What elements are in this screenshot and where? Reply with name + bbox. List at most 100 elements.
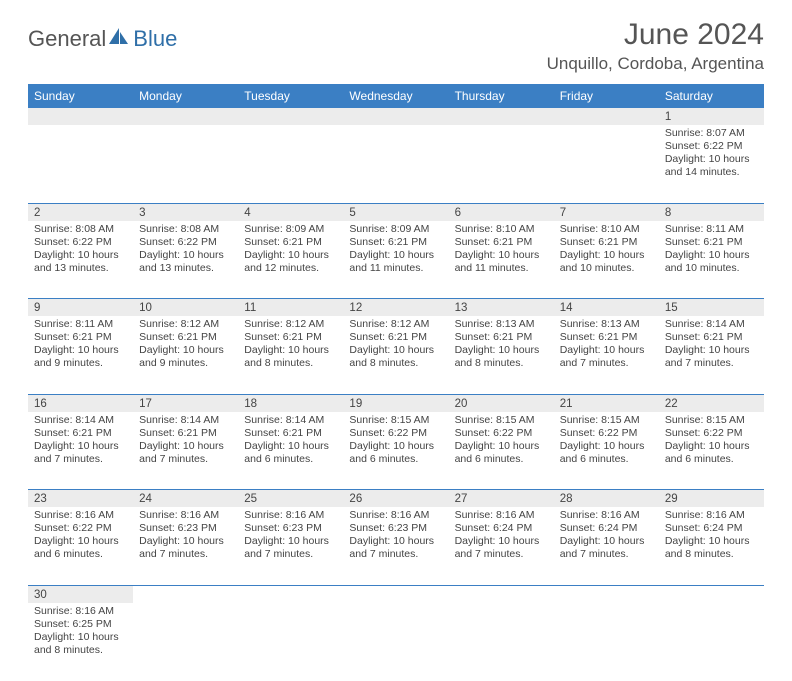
day-number-row: 1	[28, 108, 764, 125]
day-body-cell	[133, 125, 238, 203]
day-details: Sunrise: 8:12 AMSunset: 6:21 PMDaylight:…	[238, 316, 343, 375]
day-number-cell	[343, 585, 448, 603]
day-number-cell	[238, 585, 343, 603]
day-body-cell: Sunrise: 8:11 AMSunset: 6:21 PMDaylight:…	[659, 221, 764, 299]
day-body-cell: Sunrise: 8:16 AMSunset: 6:24 PMDaylight:…	[449, 507, 554, 585]
day-body-cell: Sunrise: 8:09 AMSunset: 6:21 PMDaylight:…	[343, 221, 448, 299]
day-details: Sunrise: 8:15 AMSunset: 6:22 PMDaylight:…	[343, 412, 448, 471]
logo-sail-icon	[109, 28, 129, 51]
day-body-cell: Sunrise: 8:10 AMSunset: 6:21 PMDaylight:…	[554, 221, 659, 299]
day-number-cell: 1	[659, 108, 764, 125]
day-number-cell	[554, 585, 659, 603]
day-body-cell	[238, 603, 343, 681]
day-body-cell	[238, 125, 343, 203]
day-body-row: Sunrise: 8:14 AMSunset: 6:21 PMDaylight:…	[28, 412, 764, 490]
day-body-cell: Sunrise: 8:15 AMSunset: 6:22 PMDaylight:…	[449, 412, 554, 490]
day-body-row: Sunrise: 8:07 AMSunset: 6:22 PMDaylight:…	[28, 125, 764, 203]
day-number-cell: 16	[28, 394, 133, 412]
day-details: Sunrise: 8:15 AMSunset: 6:22 PMDaylight:…	[554, 412, 659, 471]
day-body-cell: Sunrise: 8:16 AMSunset: 6:25 PMDaylight:…	[28, 603, 133, 681]
day-number-cell: 14	[554, 299, 659, 317]
day-number-cell: 2	[28, 203, 133, 221]
day-details: Sunrise: 8:13 AMSunset: 6:21 PMDaylight:…	[449, 316, 554, 375]
day-body-row: Sunrise: 8:16 AMSunset: 6:25 PMDaylight:…	[28, 603, 764, 681]
day-body-cell	[449, 603, 554, 681]
day-body-cell: Sunrise: 8:16 AMSunset: 6:23 PMDaylight:…	[238, 507, 343, 585]
day-body-cell: Sunrise: 8:14 AMSunset: 6:21 PMDaylight:…	[28, 412, 133, 490]
day-details: Sunrise: 8:07 AMSunset: 6:22 PMDaylight:…	[659, 125, 764, 184]
day-body-cell: Sunrise: 8:07 AMSunset: 6:22 PMDaylight:…	[659, 125, 764, 203]
day-number-row: 2345678	[28, 203, 764, 221]
day-number-cell: 11	[238, 299, 343, 317]
day-number-cell: 27	[449, 490, 554, 508]
day-details: Sunrise: 8:09 AMSunset: 6:21 PMDaylight:…	[343, 221, 448, 280]
day-body-cell: Sunrise: 8:15 AMSunset: 6:22 PMDaylight:…	[343, 412, 448, 490]
header: General Blue June 2024 Unquillo, Cordoba…	[28, 18, 764, 74]
day-number-cell	[449, 108, 554, 125]
logo-text-general: General	[28, 26, 106, 52]
day-number-row: 23242526272829	[28, 490, 764, 508]
day-number-cell: 30	[28, 585, 133, 603]
day-number-cell	[343, 108, 448, 125]
day-number-cell: 8	[659, 203, 764, 221]
day-number-cell: 7	[554, 203, 659, 221]
day-details: Sunrise: 8:16 AMSunset: 6:23 PMDaylight:…	[133, 507, 238, 566]
day-number-cell: 19	[343, 394, 448, 412]
day-details: Sunrise: 8:10 AMSunset: 6:21 PMDaylight:…	[554, 221, 659, 280]
day-number-cell: 20	[449, 394, 554, 412]
day-number-cell	[28, 108, 133, 125]
day-number-cell: 21	[554, 394, 659, 412]
day-number-cell: 22	[659, 394, 764, 412]
weekday-header: Thursday	[449, 84, 554, 108]
day-details: Sunrise: 8:14 AMSunset: 6:21 PMDaylight:…	[133, 412, 238, 471]
day-number-cell	[659, 585, 764, 603]
day-number-cell: 12	[343, 299, 448, 317]
day-body-row: Sunrise: 8:08 AMSunset: 6:22 PMDaylight:…	[28, 221, 764, 299]
day-body-cell: Sunrise: 8:14 AMSunset: 6:21 PMDaylight:…	[659, 316, 764, 394]
day-body-cell	[659, 603, 764, 681]
day-details: Sunrise: 8:15 AMSunset: 6:22 PMDaylight:…	[449, 412, 554, 471]
day-body-cell: Sunrise: 8:12 AMSunset: 6:21 PMDaylight:…	[343, 316, 448, 394]
day-number-cell	[554, 108, 659, 125]
day-body-cell: Sunrise: 8:12 AMSunset: 6:21 PMDaylight:…	[238, 316, 343, 394]
day-number-row: 16171819202122	[28, 394, 764, 412]
weekday-header: Friday	[554, 84, 659, 108]
day-body-cell: Sunrise: 8:08 AMSunset: 6:22 PMDaylight:…	[133, 221, 238, 299]
day-body-cell	[343, 603, 448, 681]
day-details: Sunrise: 8:09 AMSunset: 6:21 PMDaylight:…	[238, 221, 343, 280]
title-block: June 2024 Unquillo, Cordoba, Argentina	[547, 18, 764, 74]
day-details: Sunrise: 8:14 AMSunset: 6:21 PMDaylight:…	[238, 412, 343, 471]
day-details: Sunrise: 8:13 AMSunset: 6:21 PMDaylight:…	[554, 316, 659, 375]
day-number-cell	[238, 108, 343, 125]
day-details: Sunrise: 8:10 AMSunset: 6:21 PMDaylight:…	[449, 221, 554, 280]
day-body-cell: Sunrise: 8:13 AMSunset: 6:21 PMDaylight:…	[449, 316, 554, 394]
day-number-cell: 6	[449, 203, 554, 221]
day-number-cell	[449, 585, 554, 603]
day-details: Sunrise: 8:11 AMSunset: 6:21 PMDaylight:…	[28, 316, 133, 375]
day-details: Sunrise: 8:12 AMSunset: 6:21 PMDaylight:…	[133, 316, 238, 375]
day-body-cell: Sunrise: 8:08 AMSunset: 6:22 PMDaylight:…	[28, 221, 133, 299]
weekday-header: Monday	[133, 84, 238, 108]
logo-text-blue: Blue	[133, 26, 177, 52]
day-body-cell	[133, 603, 238, 681]
day-body-row: Sunrise: 8:16 AMSunset: 6:22 PMDaylight:…	[28, 507, 764, 585]
day-body-cell: Sunrise: 8:11 AMSunset: 6:21 PMDaylight:…	[28, 316, 133, 394]
day-details: Sunrise: 8:11 AMSunset: 6:21 PMDaylight:…	[659, 221, 764, 280]
day-number-cell: 13	[449, 299, 554, 317]
day-body-row: Sunrise: 8:11 AMSunset: 6:21 PMDaylight:…	[28, 316, 764, 394]
month-title: June 2024	[547, 18, 764, 52]
day-details: Sunrise: 8:08 AMSunset: 6:22 PMDaylight:…	[28, 221, 133, 280]
day-number-cell: 23	[28, 490, 133, 508]
day-number-cell: 5	[343, 203, 448, 221]
day-body-cell: Sunrise: 8:16 AMSunset: 6:22 PMDaylight:…	[28, 507, 133, 585]
day-number-cell	[133, 108, 238, 125]
weekday-header: Tuesday	[238, 84, 343, 108]
day-body-cell: Sunrise: 8:13 AMSunset: 6:21 PMDaylight:…	[554, 316, 659, 394]
day-number-cell: 3	[133, 203, 238, 221]
day-details: Sunrise: 8:12 AMSunset: 6:21 PMDaylight:…	[343, 316, 448, 375]
day-details: Sunrise: 8:16 AMSunset: 6:24 PMDaylight:…	[449, 507, 554, 566]
day-body-cell: Sunrise: 8:16 AMSunset: 6:23 PMDaylight:…	[343, 507, 448, 585]
day-number-cell	[133, 585, 238, 603]
day-details: Sunrise: 8:16 AMSunset: 6:25 PMDaylight:…	[28, 603, 133, 662]
day-body-cell: Sunrise: 8:09 AMSunset: 6:21 PMDaylight:…	[238, 221, 343, 299]
